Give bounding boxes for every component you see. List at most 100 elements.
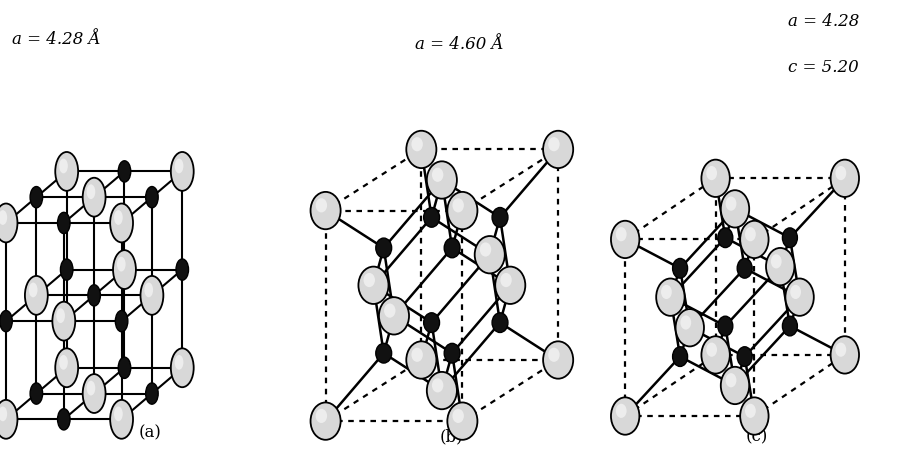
Circle shape	[310, 192, 341, 229]
Circle shape	[140, 276, 163, 315]
Circle shape	[358, 266, 388, 304]
Circle shape	[110, 203, 133, 243]
Circle shape	[25, 276, 47, 315]
Circle shape	[113, 250, 136, 289]
Circle shape	[705, 166, 716, 180]
Circle shape	[29, 283, 37, 297]
Circle shape	[701, 160, 729, 197]
Circle shape	[115, 310, 128, 332]
Circle shape	[492, 313, 507, 333]
Circle shape	[175, 355, 183, 370]
Circle shape	[675, 309, 703, 346]
Circle shape	[175, 158, 183, 173]
Circle shape	[744, 227, 755, 241]
Circle shape	[452, 409, 464, 423]
Circle shape	[830, 336, 858, 373]
Circle shape	[701, 336, 729, 373]
Circle shape	[725, 373, 735, 387]
Circle shape	[548, 137, 559, 151]
Circle shape	[411, 348, 423, 362]
Circle shape	[744, 404, 755, 418]
Circle shape	[405, 131, 435, 168]
Circle shape	[680, 315, 691, 329]
Circle shape	[379, 297, 409, 334]
Circle shape	[87, 184, 95, 199]
Circle shape	[784, 279, 813, 316]
Circle shape	[57, 409, 70, 430]
Circle shape	[610, 397, 639, 435]
Circle shape	[117, 257, 126, 271]
Circle shape	[447, 192, 477, 229]
Circle shape	[363, 273, 374, 287]
Circle shape	[315, 198, 327, 212]
Circle shape	[656, 279, 684, 316]
Circle shape	[740, 397, 768, 435]
Circle shape	[0, 210, 7, 225]
Circle shape	[83, 374, 106, 413]
Circle shape	[782, 228, 796, 248]
Circle shape	[310, 402, 341, 440]
Circle shape	[660, 285, 671, 299]
Circle shape	[671, 258, 687, 278]
Circle shape	[740, 221, 768, 258]
Circle shape	[789, 285, 800, 299]
Circle shape	[56, 348, 78, 387]
Circle shape	[144, 283, 153, 297]
Circle shape	[0, 310, 12, 332]
Circle shape	[548, 348, 559, 362]
Circle shape	[671, 347, 687, 366]
Circle shape	[834, 342, 845, 357]
Circle shape	[426, 161, 456, 199]
Text: (b): (b)	[439, 428, 463, 446]
Circle shape	[543, 341, 573, 379]
Circle shape	[610, 221, 639, 258]
Circle shape	[444, 343, 459, 363]
Circle shape	[500, 273, 511, 287]
Circle shape	[87, 285, 100, 306]
Circle shape	[452, 198, 464, 212]
Text: a = 4.28 Å: a = 4.28 Å	[12, 32, 100, 49]
Circle shape	[432, 168, 443, 182]
Circle shape	[495, 266, 525, 304]
Circle shape	[432, 378, 443, 392]
Circle shape	[30, 383, 43, 404]
Circle shape	[146, 187, 158, 208]
Circle shape	[424, 313, 439, 333]
Circle shape	[725, 197, 735, 211]
Circle shape	[492, 207, 507, 227]
Circle shape	[375, 343, 391, 363]
Circle shape	[87, 381, 95, 396]
Circle shape	[0, 406, 7, 421]
Text: a = 4.28: a = 4.28	[787, 14, 858, 31]
Circle shape	[110, 400, 133, 439]
Circle shape	[424, 207, 439, 227]
Text: (c): (c)	[745, 428, 767, 446]
Circle shape	[0, 203, 17, 243]
Circle shape	[782, 316, 796, 336]
Circle shape	[0, 400, 17, 439]
Circle shape	[834, 166, 845, 180]
Circle shape	[176, 259, 189, 280]
Circle shape	[770, 254, 781, 269]
Circle shape	[426, 372, 456, 409]
Circle shape	[56, 308, 65, 323]
Text: (a): (a)	[138, 424, 162, 441]
Circle shape	[720, 367, 749, 404]
Circle shape	[736, 258, 752, 278]
Circle shape	[444, 238, 459, 258]
Circle shape	[474, 236, 505, 274]
Circle shape	[59, 355, 67, 370]
Circle shape	[118, 161, 130, 182]
Circle shape	[59, 158, 67, 173]
Circle shape	[315, 409, 327, 423]
Circle shape	[765, 248, 793, 285]
Circle shape	[114, 210, 123, 225]
Circle shape	[375, 238, 391, 258]
Circle shape	[615, 227, 626, 241]
Circle shape	[170, 152, 193, 191]
Circle shape	[830, 160, 858, 197]
Circle shape	[60, 259, 73, 280]
Circle shape	[30, 187, 43, 208]
Circle shape	[615, 404, 626, 418]
Circle shape	[83, 178, 106, 216]
